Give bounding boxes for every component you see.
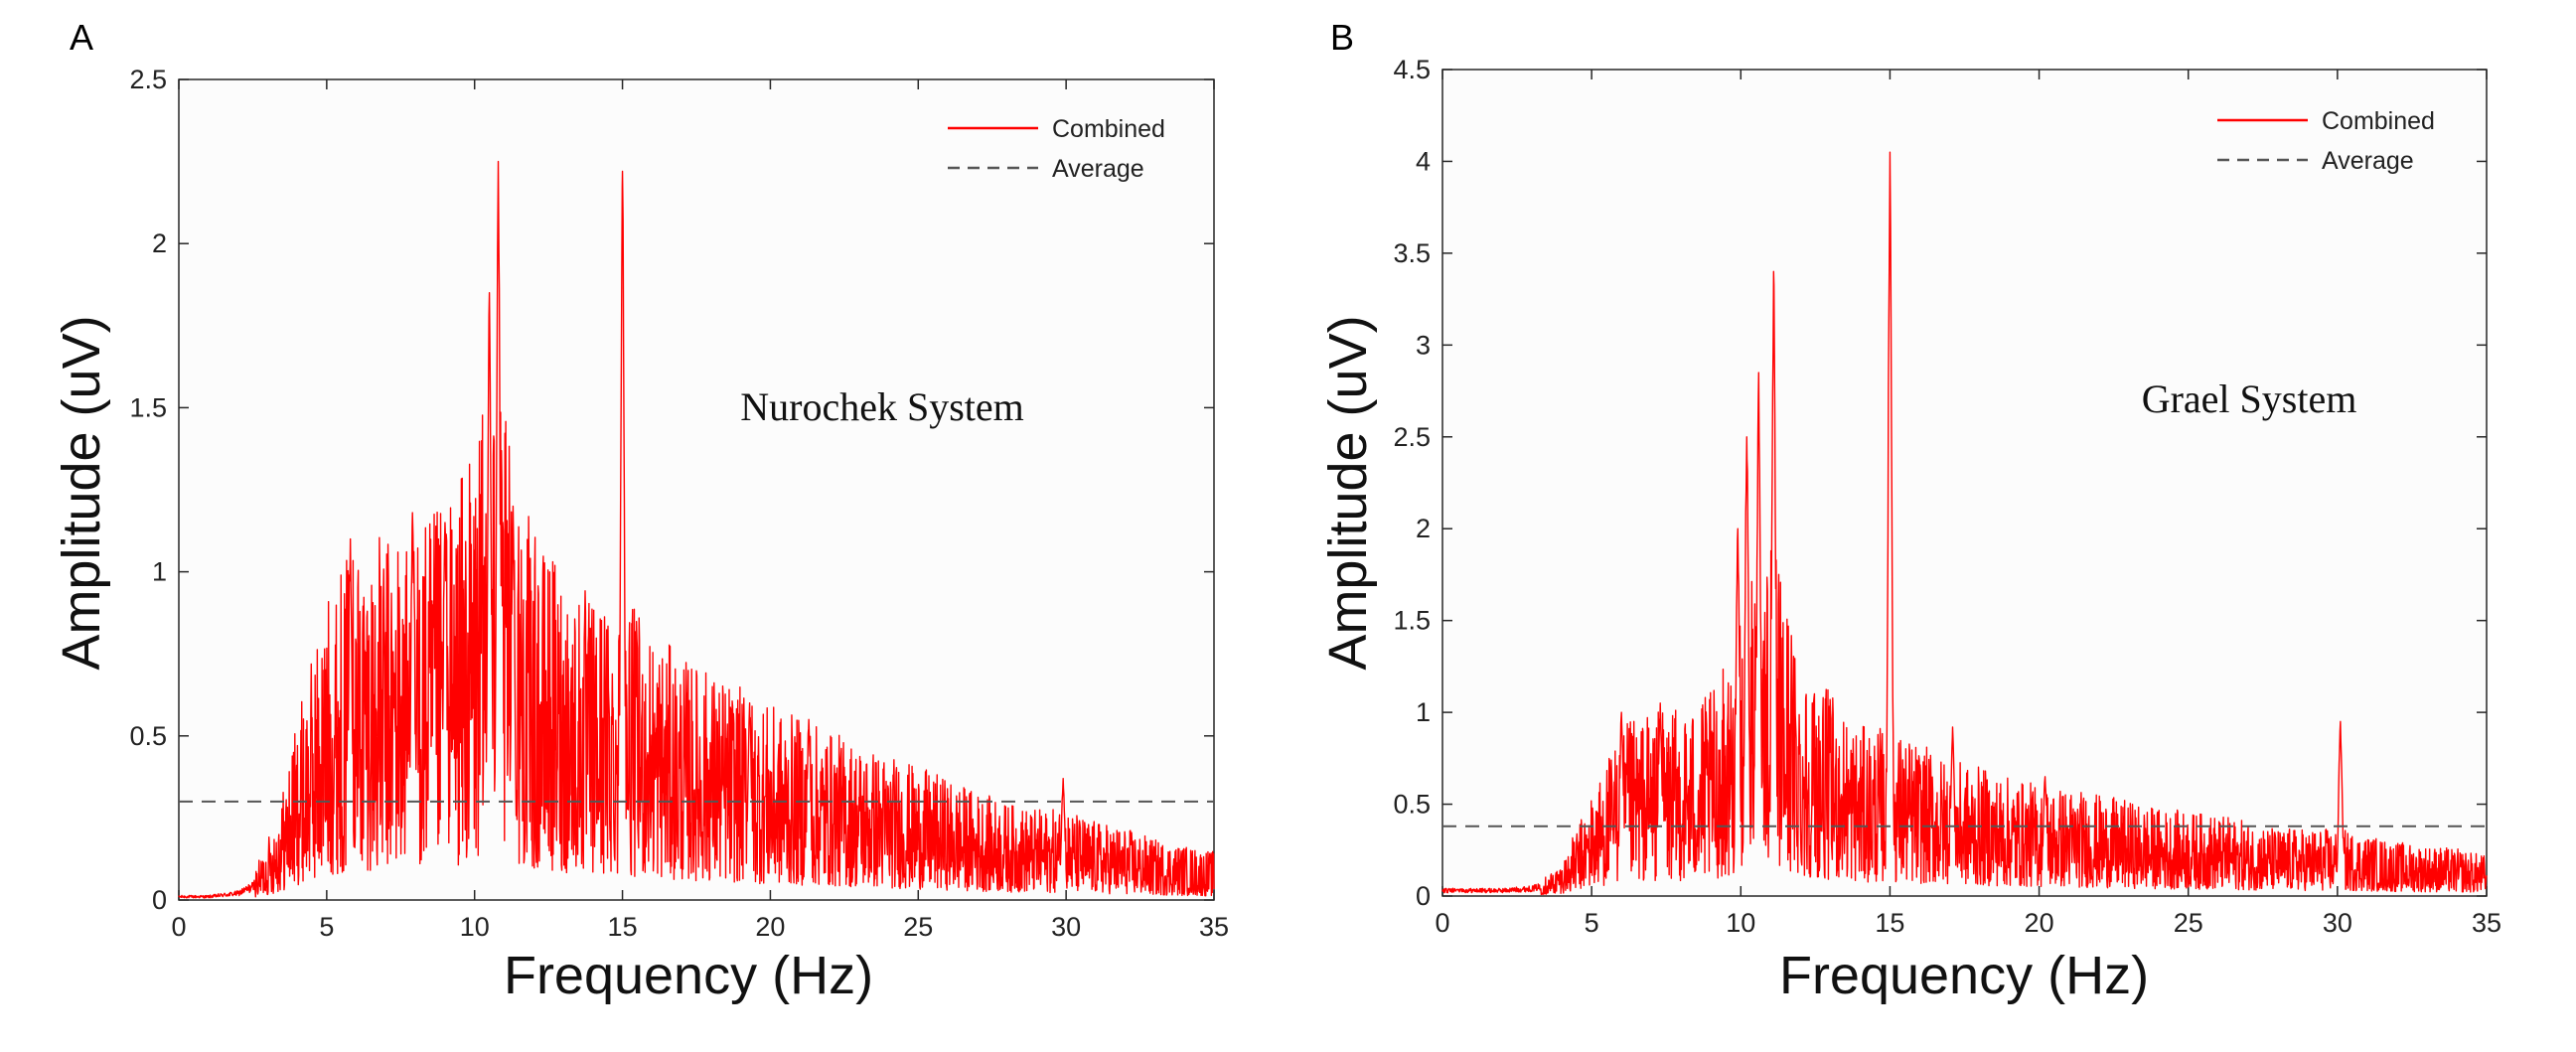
x-tick-label: 10 bbox=[1726, 908, 1755, 938]
y-tick-label: 2 bbox=[1416, 514, 1431, 543]
panel-b-label: B bbox=[1330, 17, 1354, 58]
x-tick-label: 10 bbox=[460, 912, 490, 942]
x-tick-label: 20 bbox=[2025, 908, 2054, 938]
panel-b-y-axis-title: Amplitude (uV) bbox=[1318, 315, 1378, 670]
series-combined-line bbox=[178, 160, 1215, 899]
y-tick-label: 1 bbox=[152, 557, 167, 587]
x-tick-label: 20 bbox=[755, 912, 785, 942]
y-tick-label: 1.5 bbox=[129, 392, 167, 422]
panel-b-legend: Combined Average bbox=[2217, 107, 2435, 175]
x-tick-label: 35 bbox=[1199, 912, 1229, 942]
x-tick-label: 0 bbox=[1435, 908, 1449, 938]
y-tick-label: 0 bbox=[152, 885, 167, 915]
panel-a-x-axis-title: Frequency (Hz) bbox=[504, 946, 873, 1005]
y-tick-label: 2.5 bbox=[1393, 422, 1431, 452]
legend-combined-label: Combined bbox=[2322, 107, 2435, 135]
panel-a-legend: Combined Average bbox=[948, 115, 1165, 183]
y-tick-label: 1.5 bbox=[1393, 606, 1431, 636]
x-tick-label: 30 bbox=[2323, 908, 2352, 938]
series-combined-line bbox=[1441, 151, 2488, 896]
panel-a-y-axis-title: Amplitude (uV) bbox=[52, 315, 111, 670]
panel-a-plot-area bbox=[178, 160, 1215, 899]
panel-b-axes bbox=[1441, 69, 2488, 897]
y-tick-label: 0.5 bbox=[129, 721, 167, 751]
plot-frame bbox=[1441, 69, 2488, 897]
y-tick-label: 4.5 bbox=[1393, 55, 1431, 84]
y-tick-label: 4 bbox=[1416, 146, 1431, 176]
y-tick-label: 1 bbox=[1416, 697, 1431, 727]
panel-b: B 0 5 10 15 20 25 30 35 0 0.5 1 1.5 2 2.5 3 3.5 4 4.5 Gra… bbox=[1318, 17, 2501, 1005]
legend-average-label: Average bbox=[1052, 155, 1144, 183]
x-tick-label: 0 bbox=[171, 912, 186, 942]
panel-b-annotation: Grael System bbox=[2142, 376, 2357, 421]
panel-b-ticks: 0 5 10 15 20 25 30 35 0 0.5 1 1.5 2 2.5 3 3.5 4 4.5 bbox=[1393, 55, 2501, 938]
y-tick-label: 2 bbox=[152, 228, 167, 258]
panel-a-ticks: 0 5 10 15 20 25 30 35 0 0.5 1 1.5 2 2.5 bbox=[129, 65, 1229, 942]
x-tick-label: 15 bbox=[1875, 908, 1904, 938]
y-tick-label: 3 bbox=[1416, 330, 1431, 360]
x-tick-label: 25 bbox=[903, 912, 933, 942]
x-tick-label: 5 bbox=[319, 912, 334, 942]
x-tick-label: 35 bbox=[2472, 908, 2501, 938]
x-tick-label: 25 bbox=[2174, 908, 2203, 938]
panel-a-annotation: Nurochek System bbox=[740, 384, 1024, 429]
x-tick-label: 30 bbox=[1051, 912, 1081, 942]
legend-combined-label: Combined bbox=[1052, 115, 1165, 143]
y-tick-label: 0.5 bbox=[1393, 790, 1431, 820]
y-tick-label: 0 bbox=[1416, 881, 1431, 911]
panel-b-x-axis-title: Frequency (Hz) bbox=[1779, 946, 2149, 1005]
x-tick-label: 15 bbox=[608, 912, 638, 942]
panel-b-plot-area bbox=[1441, 151, 2488, 896]
panel-a-label: A bbox=[70, 17, 93, 58]
legend-average-label: Average bbox=[2322, 147, 2414, 175]
y-tick-label: 3.5 bbox=[1393, 238, 1431, 268]
panel-a: A 0 5 10 15 20 25 30 35 0 0.5 1 1.5 2 2.5 Nurochek Sy… bbox=[52, 17, 1229, 1005]
y-tick-label: 2.5 bbox=[129, 65, 167, 94]
x-tick-label: 5 bbox=[1585, 908, 1599, 938]
